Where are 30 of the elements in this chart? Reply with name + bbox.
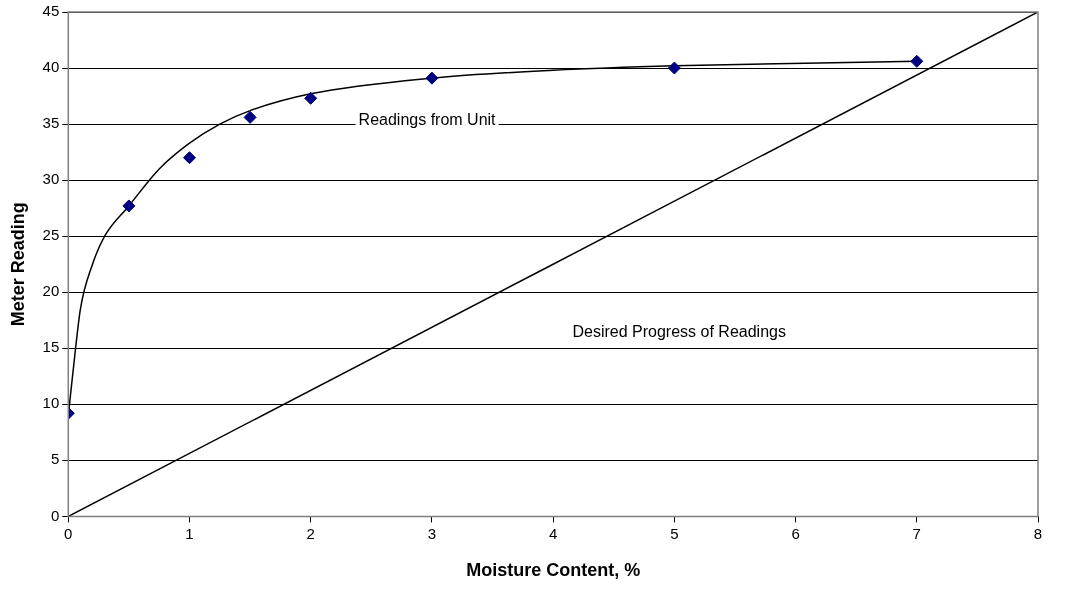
point xyxy=(183,151,196,165)
annotation: Readings from Unit xyxy=(358,110,497,128)
x-tick-label: 6 xyxy=(791,524,800,542)
point xyxy=(243,110,257,124)
x-tick-label: 2 xyxy=(306,524,315,542)
x-tick-label: 1 xyxy=(185,524,194,542)
y-tick-label: 30 xyxy=(42,170,60,188)
point xyxy=(425,71,439,85)
point xyxy=(304,91,318,105)
y-tick-label: 35 xyxy=(42,114,60,132)
x-tick-label: 5 xyxy=(670,524,679,542)
y-tick-label: 40 xyxy=(42,58,60,76)
x-tick-label: 0 xyxy=(64,524,73,542)
y-tick-label: 0 xyxy=(50,506,60,524)
y-axis-title: Meter Reading xyxy=(7,202,28,327)
x-tick-label: 3 xyxy=(427,524,437,542)
x-axis-title: Moisture Content, % xyxy=(466,560,641,581)
point xyxy=(122,199,136,213)
y-tick-label: 15 xyxy=(42,338,60,356)
y-tick-label: 10 xyxy=(42,394,60,412)
x-tick-label: 8 xyxy=(1033,524,1043,542)
x-tick-label: 7 xyxy=(912,524,921,542)
x-tick-label: 4 xyxy=(548,524,558,542)
y-tick-label: 45 xyxy=(42,2,60,20)
annotation: Desired Progress of Readings xyxy=(572,322,786,340)
point xyxy=(910,54,924,68)
point xyxy=(667,61,681,75)
y-tick-label: 20 xyxy=(42,282,60,300)
y-tick-label: 25 xyxy=(42,226,60,244)
y-tick-label: 5 xyxy=(50,450,60,468)
